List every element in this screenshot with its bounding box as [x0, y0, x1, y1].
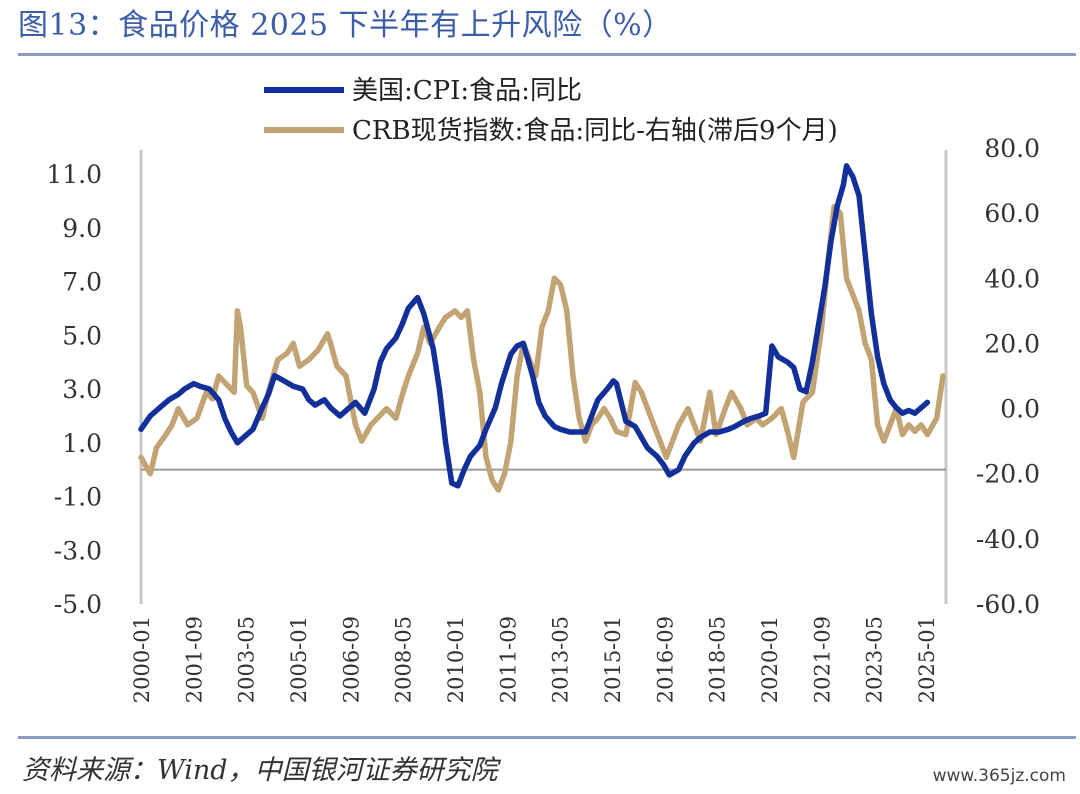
x-axis-ticks: 2000-01 2001-09 2003-05 2005-01 2006-09 2008-…: [130, 616, 939, 703]
x-tick-label: 2000-01: [130, 616, 154, 703]
left-tick-label: 3.0: [62, 375, 102, 404]
x-tick-label: 2021-09: [810, 616, 834, 703]
left-axis-ticks: 11.0 9.0 7.0 5.0 3.0 1.0 -1.0 -3.0 -5.0: [46, 160, 102, 619]
left-tick-label: 1.0: [62, 429, 102, 458]
left-tick-label: 7.0: [62, 268, 102, 297]
right-tick-label: 60.0: [984, 199, 1040, 228]
right-tick-label: -60.0: [976, 590, 1040, 619]
right-tick-label: 0.0: [1000, 395, 1040, 424]
x-tick-label: 2006-09: [339, 616, 363, 703]
x-tick-label: 2025-01: [915, 616, 939, 703]
right-tick-label: -40.0: [976, 525, 1040, 554]
left-tick-label: 9.0: [62, 214, 102, 243]
series-line-crb: [138, 203, 946, 493]
left-tick-label: 11.0: [46, 160, 102, 189]
x-tick-label: 2015-01: [601, 616, 625, 703]
legend-label-cpi: 美国:CPI:食品:同比: [352, 76, 582, 106]
legend-label-crb: CRB现货指数:食品:同比-右轴(滞后9个月): [352, 116, 838, 146]
source-note: 资料来源：Wind，中国银河证券研究院: [22, 755, 498, 786]
x-tick-label: 2023-05: [863, 616, 887, 703]
x-tick-label: 2013-05: [549, 616, 573, 703]
series-line-cpi: [138, 163, 931, 489]
left-tick-label: -1.0: [54, 483, 102, 512]
right-tick-label: 80.0: [984, 134, 1040, 163]
legend: 美国:CPI:食品:同比 CRB现货指数:食品:同比-右轴(滞后9个月): [264, 76, 838, 146]
x-tick-label: 2010-01: [444, 616, 468, 703]
left-tick-label: -3.0: [54, 536, 102, 565]
left-tick-label: -5.0: [54, 590, 102, 619]
series-lines: [138, 163, 946, 493]
right-tick-label: -20.0: [976, 460, 1040, 489]
x-tick-label: 2005-01: [287, 616, 311, 703]
right-axis-ticks: 80.0 60.0 40.0 20.0 0.0 -20.0 -40.0 -60.0: [976, 134, 1040, 619]
watermark: www.365jz.com: [932, 766, 1066, 786]
title-divider: [18, 53, 1076, 56]
x-tick-label: 2016-09: [653, 616, 677, 703]
x-tick-label: 2018-05: [706, 616, 730, 703]
x-tick-label: 2003-05: [235, 616, 259, 703]
x-tick-label: 2020-01: [758, 616, 782, 703]
right-tick-label: 40.0: [984, 264, 1040, 293]
axes: [139, 150, 948, 604]
left-tick-label: 5.0: [62, 321, 102, 350]
line-chart: 美国:CPI:食品:同比 CRB现货指数:食品:同比-右轴(滞后9个月) 11.…: [46, 76, 1040, 703]
x-tick-label: 2011-09: [496, 616, 520, 703]
right-tick-label: 20.0: [984, 329, 1040, 358]
x-tick-label: 2001-09: [182, 616, 206, 703]
x-tick-label: 2008-05: [392, 616, 416, 703]
source-divider: [18, 736, 1076, 739]
chart-title: 图13：食品价格 2025 下半年有上升风险（%）: [18, 8, 673, 43]
